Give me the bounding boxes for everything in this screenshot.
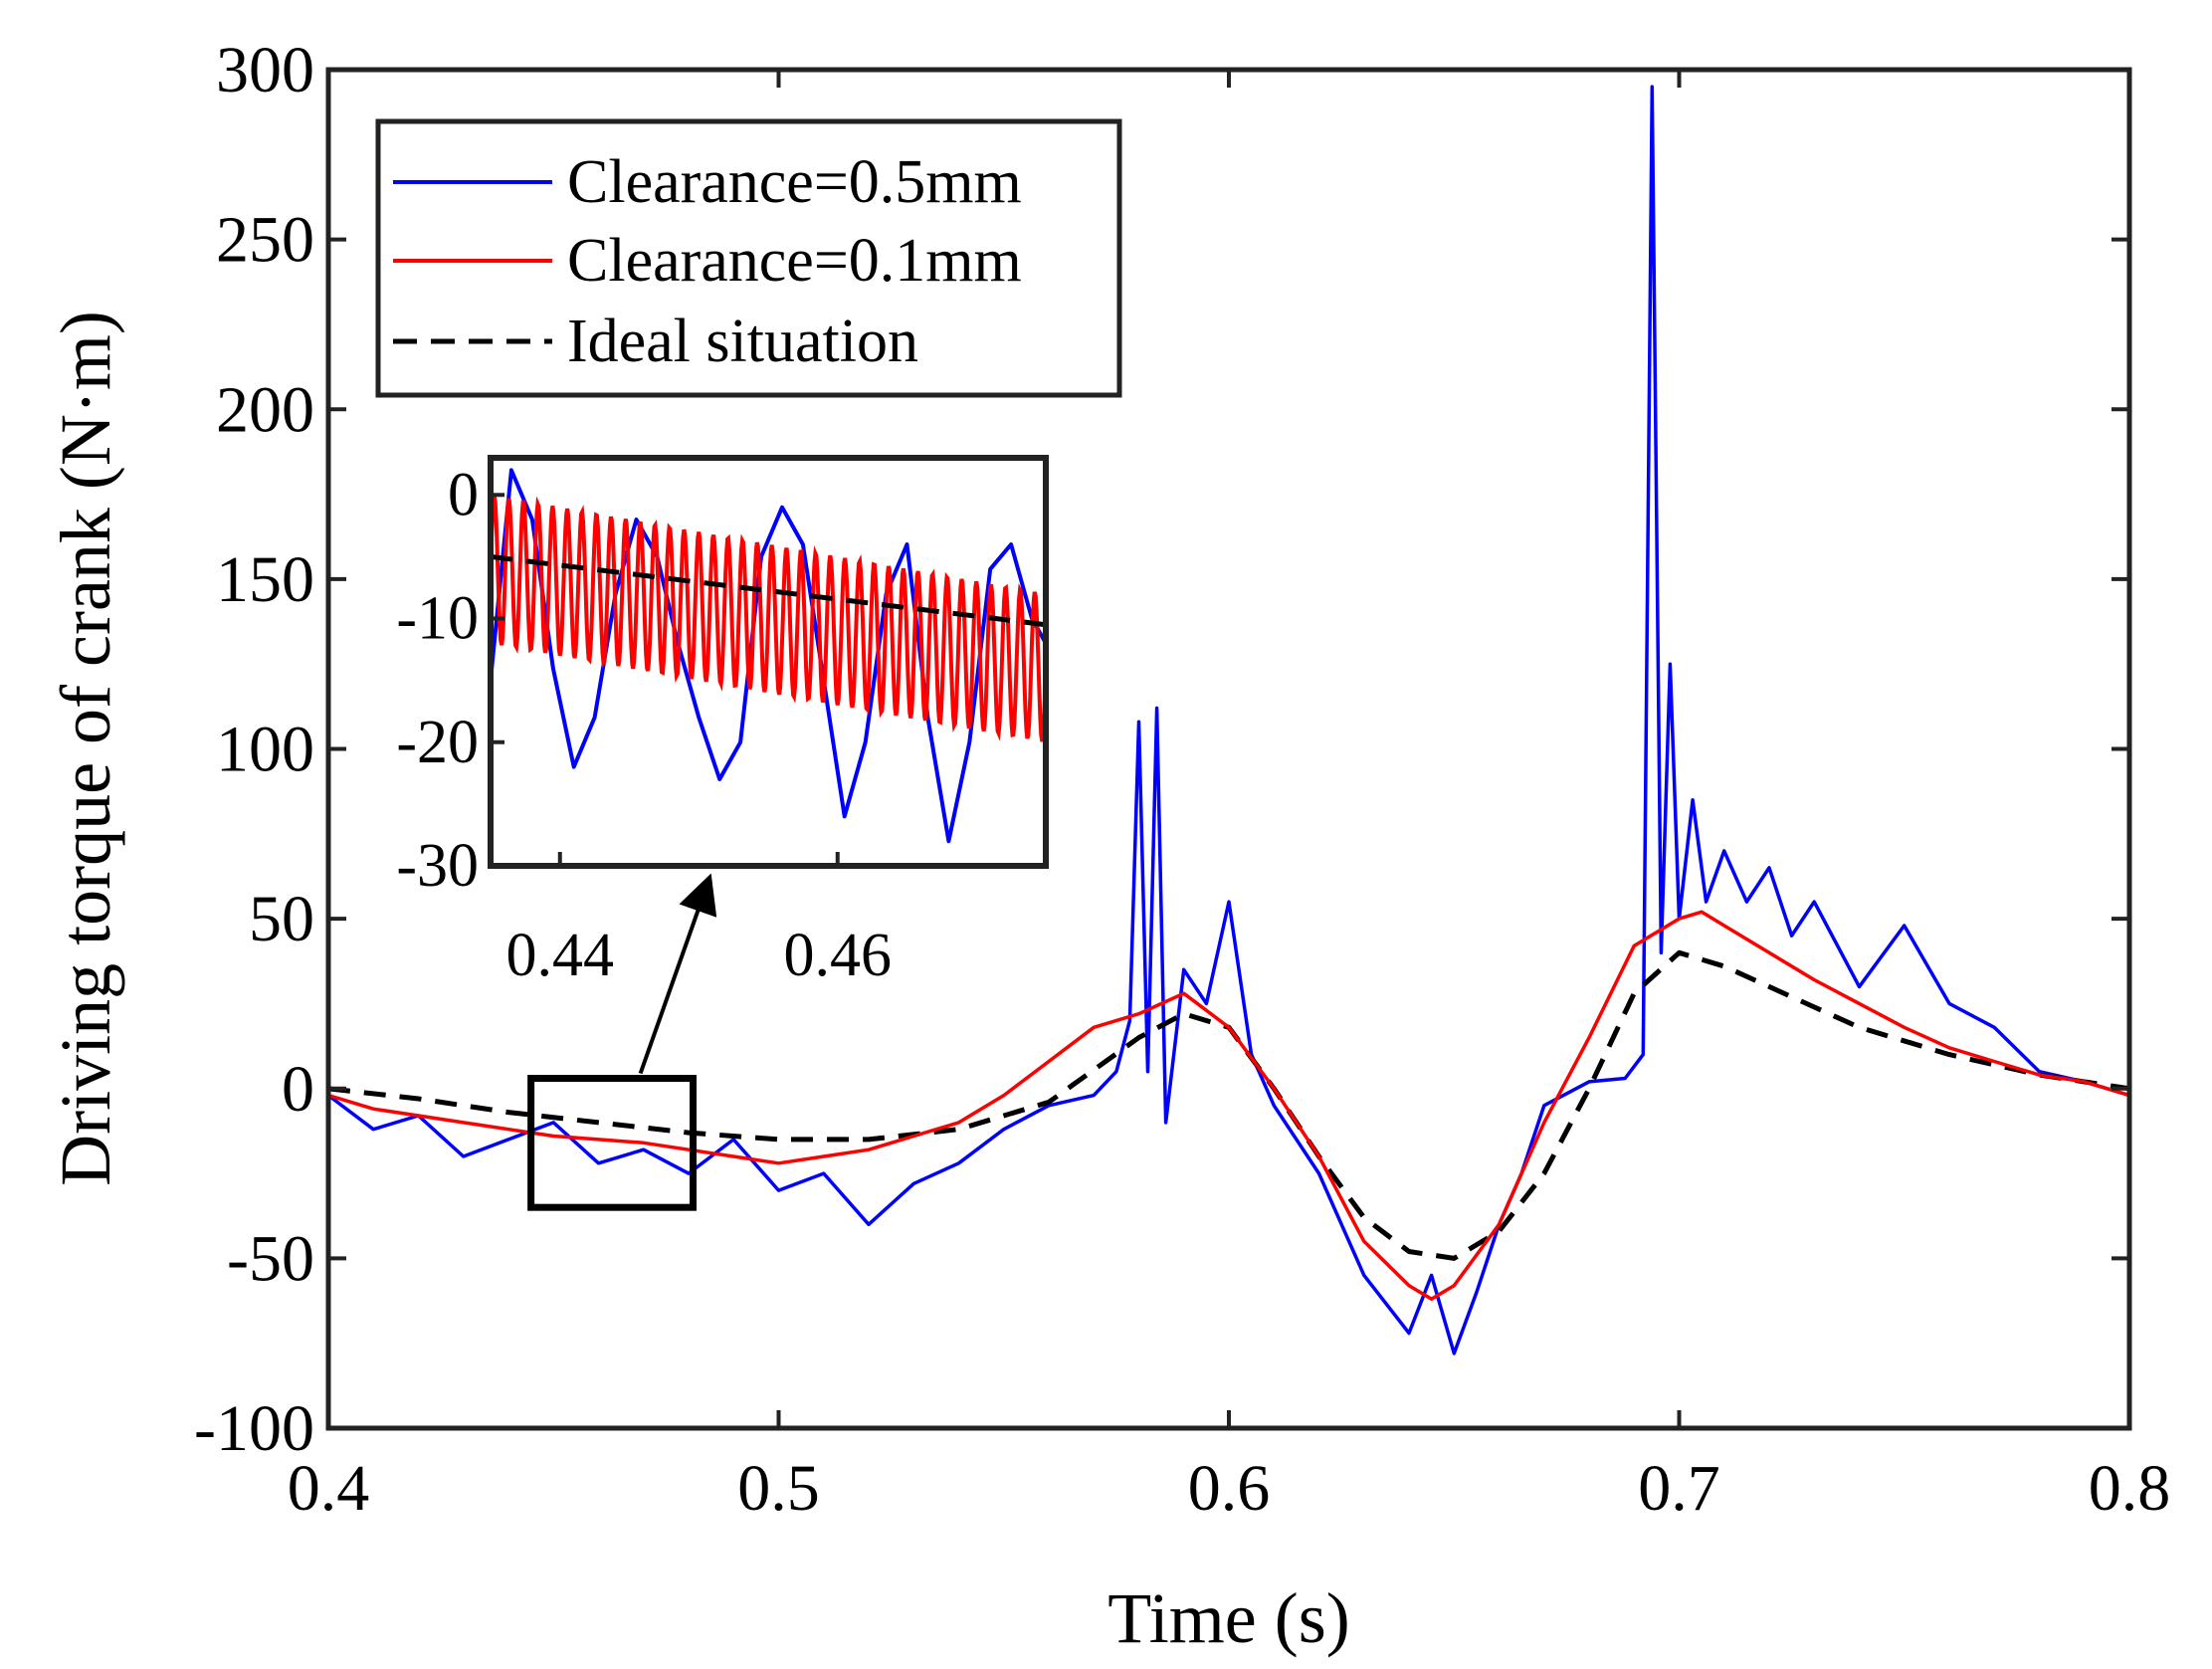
x-axis-title: Time (s) — [1107, 1578, 1349, 1658]
y-tick-label: 0 — [282, 1053, 314, 1126]
y-tick-label: -50 — [227, 1222, 314, 1295]
main-plot-area — [328, 85, 2129, 1356]
inset-plot-area — [491, 468, 1046, 844]
x-tick-label: 0.7 — [1638, 1452, 1720, 1525]
y-tick-label: 300 — [216, 34, 314, 106]
inset-series-line-clearance-0-1mm — [491, 495, 1046, 742]
inset-y-tick-label: -30 — [396, 832, 479, 900]
main-axis-ticks — [326, 68, 2131, 1430]
inset-y-tick-label: -10 — [396, 585, 479, 653]
x-tick-label: 0.6 — [1188, 1452, 1271, 1525]
inset-frame — [488, 455, 1049, 869]
inset-series-line-ideal-situation — [491, 553, 1046, 628]
legend-label-clearance-0-5mm: Clearance=0.5mm — [567, 148, 1022, 216]
inset-axis-ticks — [491, 493, 840, 868]
y-tick-label: 250 — [216, 204, 314, 277]
inset-axis-tick-labels: 0.44 0.46 -30 -20 -10 0 — [396, 461, 892, 989]
y-axis-title: Driving torque of crank (N·m) — [46, 311, 125, 1186]
inset-y-tick-label: 0 — [448, 461, 479, 528]
series-line-clearance-0-1mm — [328, 910, 2129, 1302]
inset-x-tick-label: 0.44 — [506, 922, 615, 989]
y-tick-label: 50 — [249, 883, 314, 955]
legend-box — [375, 118, 1122, 398]
zoom-region-box — [527, 1075, 698, 1211]
legend-label-clearance-0-1mm: Clearance=0.1mm — [567, 227, 1022, 295]
inset-series-line-clearance-0-5mm — [491, 468, 1046, 844]
y-tick-label: 150 — [216, 543, 314, 616]
series-line-clearance-0-5mm — [328, 85, 2129, 1356]
x-tick-label: 0.8 — [2089, 1452, 2171, 1525]
inset-y-tick-label: -20 — [396, 709, 479, 776]
x-tick-label: 0.5 — [737, 1452, 820, 1525]
zoom-arrow — [638, 873, 717, 1075]
series-line-ideal-situation — [328, 949, 2129, 1261]
legend-label-ideal-situation: Ideal situation — [567, 308, 918, 375]
y-tick-label: 100 — [216, 714, 314, 786]
x-tick-label: 0.4 — [288, 1452, 370, 1525]
y-tick-label: -100 — [194, 1392, 314, 1465]
inset-x-tick-label: 0.46 — [784, 922, 893, 989]
legend: Clearance=0.5mm Clearance=0.1mm Ideal si… — [375, 118, 1122, 398]
y-tick-label: 200 — [216, 373, 314, 446]
